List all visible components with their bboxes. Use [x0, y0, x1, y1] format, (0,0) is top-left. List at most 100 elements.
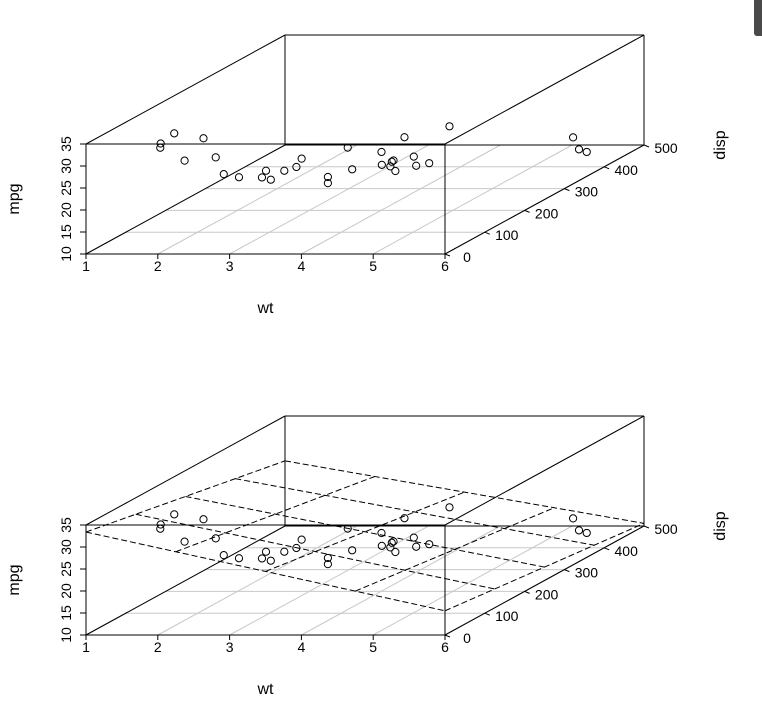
x-tick-label: 3	[226, 258, 234, 274]
data-point	[257, 173, 267, 182]
box-edge	[85, 144, 286, 255]
data-point	[156, 520, 165, 529]
x-axis-label: wt	[257, 681, 275, 698]
grid-line-wt	[372, 144, 573, 255]
y-tick-label: 100	[495, 608, 519, 624]
scatter3d-panel-top: 1 2 3 4 5 60 100 200 300 400 500 10 15 20 25 30 35 wt disp…	[6, 34, 729, 317]
data-point	[568, 133, 578, 142]
z-tick-label: 10	[58, 627, 74, 643]
data-point	[323, 179, 332, 188]
data-point	[377, 528, 386, 538]
data-point	[582, 147, 591, 157]
x-tick-label: 1	[82, 258, 90, 274]
y-tick	[524, 590, 530, 594]
grid-line-wt	[157, 525, 358, 636]
x-tick-label: 4	[298, 258, 306, 274]
regression-plane-line	[284, 460, 645, 524]
data-point	[412, 542, 421, 551]
box-edge	[444, 415, 645, 526]
z-tick-label: 30	[58, 539, 74, 555]
box-edge	[444, 34, 645, 145]
box-edge	[85, 415, 286, 526]
data-point	[180, 537, 189, 546]
z-axis-label: mpg	[6, 183, 23, 214]
data-point	[234, 554, 244, 563]
data-point	[574, 145, 584, 154]
data-point	[400, 514, 409, 523]
x-tick-label: 5	[369, 258, 377, 274]
data-point	[445, 122, 454, 131]
z-tick-label: 15	[58, 224, 74, 240]
data-point	[266, 556, 275, 565]
regression-plane-line	[135, 513, 495, 590]
y-tick-label: 400	[615, 162, 639, 178]
y-tick	[643, 144, 650, 148]
z-tick-label: 25	[58, 180, 74, 196]
data-point	[156, 139, 165, 148]
y-tick-label: 400	[615, 543, 639, 559]
data-point	[280, 166, 289, 175]
y-tick-label: 300	[575, 565, 599, 581]
box-edge	[444, 525, 645, 636]
data-point	[292, 543, 301, 553]
x-tick-label: 6	[441, 258, 449, 274]
x-tick-label: 3	[226, 639, 234, 655]
z-tick-label: 35	[58, 136, 74, 152]
y-tick	[564, 569, 570, 573]
data-point	[180, 156, 189, 165]
grid-line-wt	[372, 525, 573, 636]
data-point	[425, 159, 434, 168]
data-point	[582, 528, 591, 538]
y-tick-label: 0	[463, 630, 471, 646]
data-point	[377, 147, 386, 157]
grid-line-wt	[301, 525, 501, 636]
data-point	[280, 547, 289, 556]
data-point	[323, 560, 332, 569]
grid-line-wt	[301, 144, 501, 255]
x-tick-label: 1	[82, 639, 90, 655]
data-point	[386, 543, 395, 552]
data-point	[297, 154, 306, 163]
data-point	[211, 153, 220, 162]
x-tick-label: 2	[154, 258, 162, 274]
regression-plane-line	[235, 478, 595, 546]
data-point	[386, 162, 395, 171]
y-tick-label: 500	[654, 521, 678, 537]
data-point	[391, 166, 400, 176]
data-point	[211, 534, 220, 543]
y-tick-label: 0	[463, 249, 471, 265]
y-tick-label: 200	[535, 586, 559, 602]
data-point	[377, 160, 386, 169]
scrollbar-thumb[interactable]	[754, 0, 762, 36]
data-point	[409, 533, 418, 542]
y-tick	[444, 634, 451, 638]
z-tick-label: 25	[58, 561, 74, 577]
grid-line-wt	[229, 525, 429, 636]
z-tick-label: 15	[58, 605, 74, 621]
data-point	[219, 551, 228, 560]
data-point	[156, 524, 165, 533]
x-tick-label: 5	[369, 639, 377, 655]
data-point	[234, 173, 244, 182]
y-tick	[604, 166, 610, 170]
data-point	[297, 535, 306, 544]
data-point	[412, 161, 421, 170]
data-point	[348, 165, 357, 174]
data-point	[323, 172, 332, 182]
x-tick-label: 4	[298, 639, 306, 655]
y-tick	[484, 612, 490, 616]
data-point	[409, 152, 418, 161]
box-edge	[444, 144, 645, 255]
y-tick	[643, 525, 650, 529]
x-tick-label: 6	[441, 639, 449, 655]
y-tick	[564, 188, 570, 192]
y-tick	[444, 253, 451, 257]
data-point	[219, 170, 228, 179]
data-point	[377, 541, 386, 550]
data-point	[343, 524, 352, 533]
data-point	[574, 526, 584, 535]
grid-line-wt	[229, 144, 429, 255]
data-point	[343, 143, 352, 152]
data-point	[387, 157, 396, 166]
box-edge	[85, 525, 286, 636]
